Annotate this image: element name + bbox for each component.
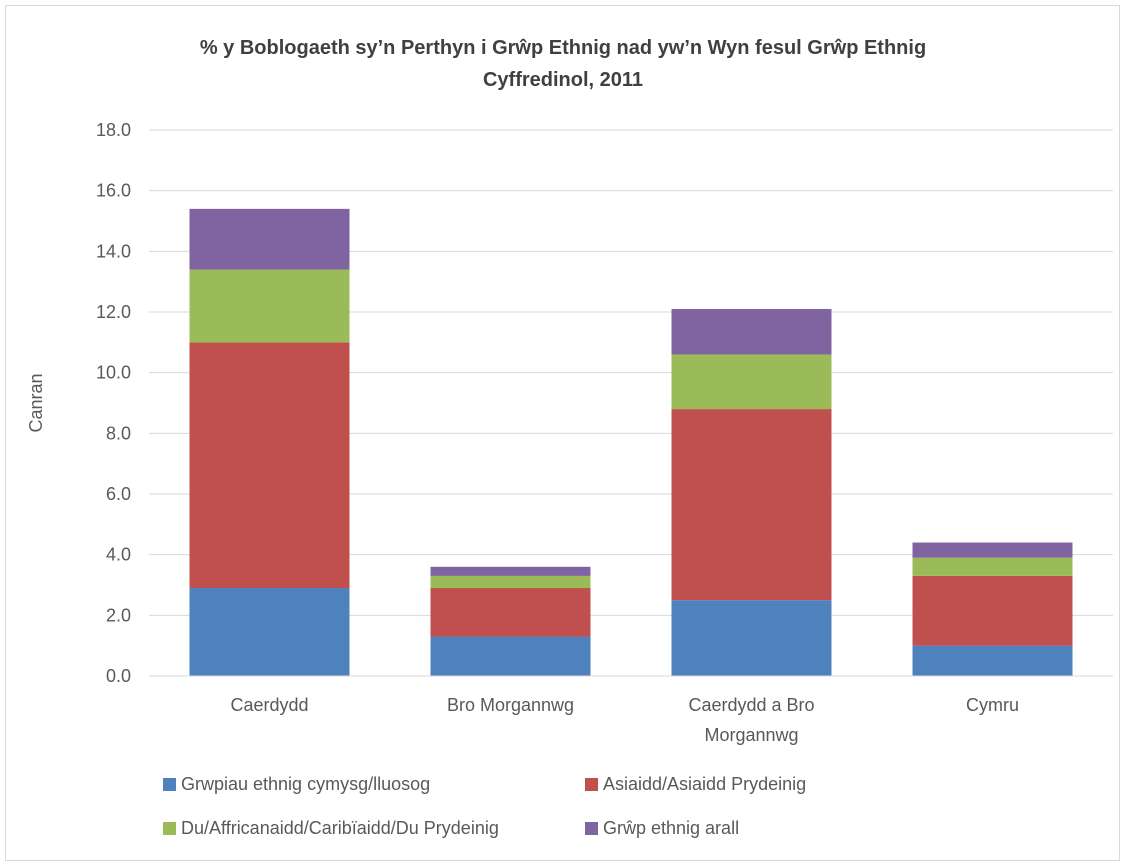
y-tick-label: 10.0 — [96, 363, 131, 383]
chart-title-line-1: % y Boblogaeth sy’n Perthyn i Grŵp Ethni… — [200, 37, 926, 59]
x-category-label: Caerdydd a Bro — [688, 695, 814, 715]
bar-segment — [189, 342, 350, 589]
legend-swatch — [585, 778, 598, 791]
y-axis-title: Canran — [26, 373, 46, 432]
bar-segment — [671, 354, 832, 410]
bar-segment — [671, 409, 832, 601]
x-category-label: Caerdydd — [230, 695, 308, 715]
y-tick-label: 0.0 — [106, 666, 131, 686]
x-category-label: Morgannwg — [704, 725, 798, 745]
bar-segment — [189, 208, 350, 270]
bar-segment — [430, 636, 591, 676]
bar-segment — [912, 557, 1073, 576]
y-tick-label: 16.0 — [96, 181, 131, 201]
legend-swatch — [163, 822, 176, 835]
legend-label: Grwpiau ethnig cymysg/lluosog — [181, 774, 430, 794]
legend-label: Du/Affricanaidd/Caribïaidd/Du Prydeinig — [181, 818, 499, 838]
bar-segment — [912, 575, 1073, 646]
stacked-bar-chart: % y Boblogaeth sy’n Perthyn i Grŵp Ethni… — [26, 37, 1113, 838]
bar-segment — [430, 566, 591, 576]
bar-segment — [430, 575, 591, 589]
y-tick-label: 12.0 — [96, 302, 131, 322]
x-category-label: Bro Morgannwg — [447, 695, 574, 715]
bar-segment — [671, 600, 832, 676]
x-category-label: Cymru — [966, 695, 1019, 715]
y-tick-label: 8.0 — [106, 423, 131, 443]
legend-label: Asiaidd/Asiaidd Prydeinig — [603, 774, 806, 794]
bar-segment — [912, 542, 1073, 558]
y-tick-label: 18.0 — [96, 120, 131, 140]
chart-frame: % y Boblogaeth sy’n Perthyn i Grŵp Ethni… — [5, 5, 1120, 861]
bar-segment — [671, 308, 832, 355]
legend-label: Grŵp ethnig arall — [603, 818, 739, 838]
bar-segment — [189, 269, 350, 343]
chart-title-line-2: Cyffredinol, 2011 — [483, 69, 643, 91]
y-tick-label: 14.0 — [96, 241, 131, 261]
bar-segment — [189, 588, 350, 676]
y-tick-label: 2.0 — [106, 605, 131, 625]
legend-swatch — [163, 778, 176, 791]
legend-swatch — [585, 822, 598, 835]
bar-segment — [912, 645, 1073, 676]
y-tick-label: 6.0 — [106, 484, 131, 504]
y-tick-label: 4.0 — [106, 545, 131, 565]
bar-segment — [430, 588, 591, 637]
